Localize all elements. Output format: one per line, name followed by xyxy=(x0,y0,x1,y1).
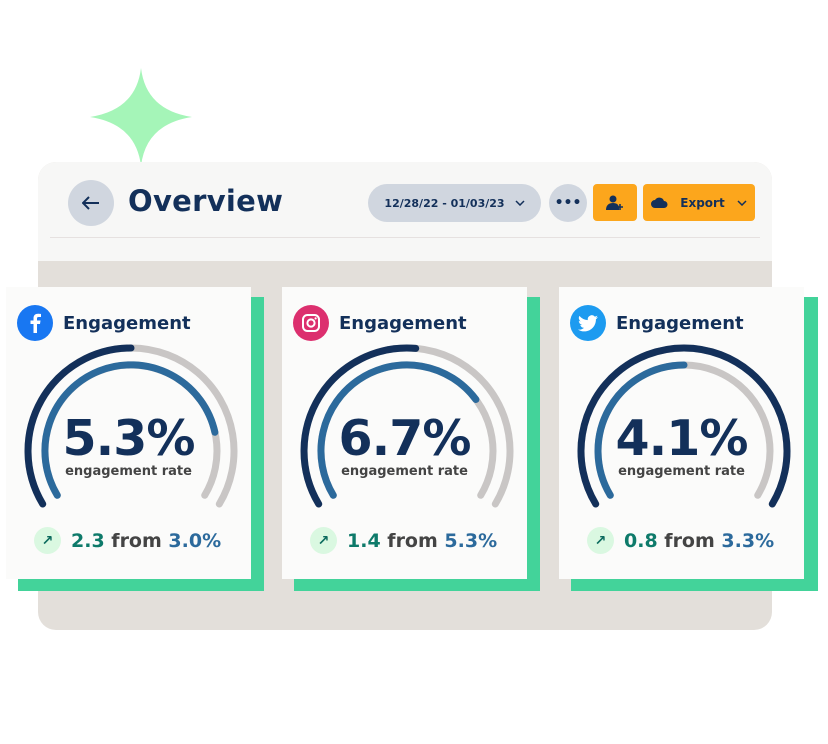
arrow-up-right-icon: ↗ xyxy=(587,527,614,554)
add-user-icon xyxy=(606,195,623,210)
card-header: Engagement xyxy=(293,305,467,341)
gauge xyxy=(577,344,791,508)
engagement-label: engagement rate xyxy=(65,464,192,479)
back-button[interactable] xyxy=(68,180,114,226)
card-title: Engagement xyxy=(339,312,467,334)
from-label: from xyxy=(111,529,162,552)
chevron-down-icon xyxy=(515,200,525,206)
delta-value: 2.3 xyxy=(71,529,105,552)
divider xyxy=(50,237,760,238)
export-button[interactable]: Export xyxy=(643,184,755,221)
engagement-card-instagram: Engagement 6.7% engagement rate ↗ 1.4 fr… xyxy=(282,287,527,579)
twitter-icon xyxy=(570,305,606,341)
inner-progress xyxy=(594,361,688,499)
engagement-card-twitter: Engagement 4.1% engagement rate ↗ 0.8 fr… xyxy=(559,287,804,579)
arrow-left-icon xyxy=(82,196,99,210)
more-icon: ••• xyxy=(554,195,582,211)
page-title: Overview xyxy=(128,184,284,218)
gauge xyxy=(24,344,238,508)
delta-value: 0.8 xyxy=(624,529,658,552)
arrow-up-right-icon: ↗ xyxy=(310,527,337,554)
header: Overview 12/28/22 - 01/03/23 ••• Export xyxy=(38,162,772,261)
engagement-value: 5.3% xyxy=(62,410,196,467)
card-header: Engagement xyxy=(17,305,191,341)
sparkle-icon xyxy=(90,68,192,166)
from-label: from xyxy=(387,529,438,552)
instagram-icon xyxy=(293,305,329,341)
chevron-down-icon xyxy=(737,199,747,206)
card-header: Engagement xyxy=(570,305,744,341)
date-range-picker[interactable]: 12/28/22 - 01/03/23 xyxy=(368,184,541,222)
card-title: Engagement xyxy=(63,312,191,334)
inner-progress xyxy=(41,361,219,499)
outer-progress xyxy=(24,344,135,508)
base-value: 3.3% xyxy=(721,529,775,552)
base-value: 3.0% xyxy=(168,529,222,552)
delta-value: 1.4 xyxy=(347,529,381,552)
engagement-value: 6.7% xyxy=(338,410,472,467)
engagement-label: engagement rate xyxy=(618,464,745,479)
gauge xyxy=(300,344,514,508)
change-row: ↗ 0.8 from 3.3% xyxy=(587,527,774,554)
outer-progress xyxy=(577,344,791,508)
engagement-card-facebook: Engagement 5.3% engagement rate ↗ 2.3 fr… xyxy=(6,287,251,579)
inner-progress xyxy=(317,361,480,499)
base-value: 5.3% xyxy=(444,529,498,552)
outer-progress xyxy=(300,344,420,508)
card-title: Engagement xyxy=(616,312,744,334)
export-label: Export xyxy=(680,195,725,210)
date-range-label: 12/28/22 - 01/03/23 xyxy=(384,196,505,210)
engagement-label: engagement rate xyxy=(341,464,468,479)
arrow-up-right-icon: ↗ xyxy=(34,527,61,554)
change-row: ↗ 1.4 from 5.3% xyxy=(310,527,497,554)
from-label: from xyxy=(664,529,715,552)
change-row: ↗ 2.3 from 3.0% xyxy=(34,527,221,554)
facebook-icon xyxy=(17,305,53,341)
engagement-value: 4.1% xyxy=(615,410,749,467)
cloud-icon xyxy=(651,197,668,208)
more-options-button[interactable]: ••• xyxy=(549,184,587,222)
add-user-button[interactable] xyxy=(593,184,637,221)
